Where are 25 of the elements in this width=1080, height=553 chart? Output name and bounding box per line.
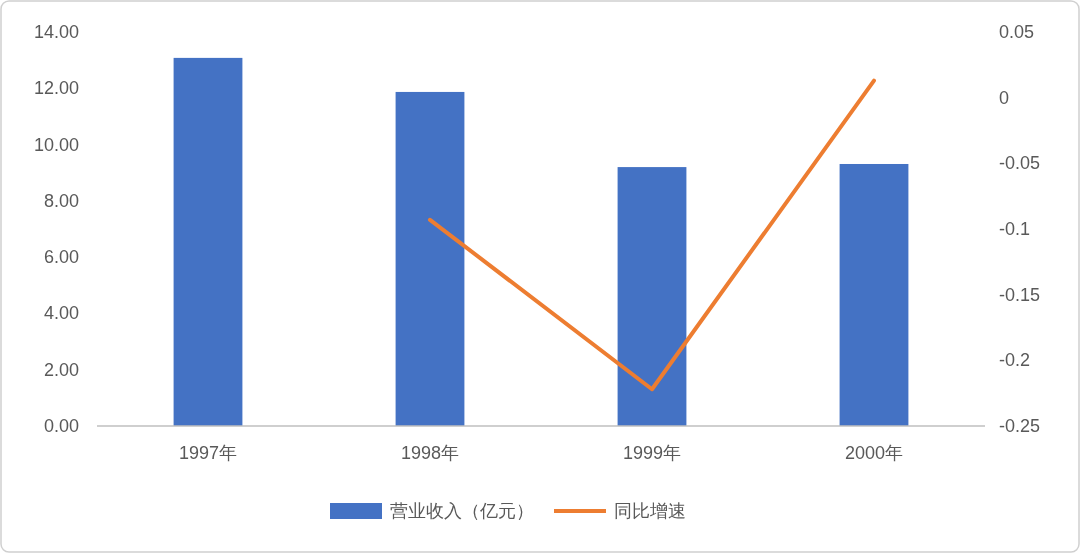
legend-label: 营业收入（亿元） — [390, 501, 534, 521]
y-tick-label: 8.00 — [43, 190, 79, 211]
y2-tick-label: -0.2 — [999, 350, 1031, 371]
x-tick-label: 1997年 — [178, 443, 238, 463]
y2-tick-label: 0.05 — [999, 22, 1035, 42]
legend-label: 同比增速 — [614, 501, 686, 521]
x-tick-label: 2000年 — [844, 443, 904, 463]
y2-tick-label: 0 — [999, 87, 1010, 108]
y2-tick-label: -0.05 — [999, 153, 1041, 174]
y2-tick-label: -0.1 — [999, 219, 1031, 239]
bar — [395, 91, 465, 426]
bar — [839, 163, 909, 426]
y-tick-label: 2.00 — [43, 359, 79, 380]
y-tick-label: 6.00 — [43, 247, 79, 268]
y-tick-label: 4.00 — [43, 303, 79, 324]
y-tick-label: 0.00 — [43, 416, 79, 436]
x-tick-label: 1998年 — [400, 443, 460, 463]
x-tick-label: 1999年 — [622, 443, 682, 463]
bar — [173, 57, 243, 426]
y-tick-label: 14.00 — [33, 22, 79, 42]
y-tick-label: 12.00 — [33, 78, 79, 99]
y2-tick-label: -0.25 — [999, 416, 1041, 436]
bar — [617, 167, 687, 426]
y-tick-label: 10.00 — [33, 134, 79, 155]
y2-tick-label: -0.15 — [999, 284, 1041, 305]
